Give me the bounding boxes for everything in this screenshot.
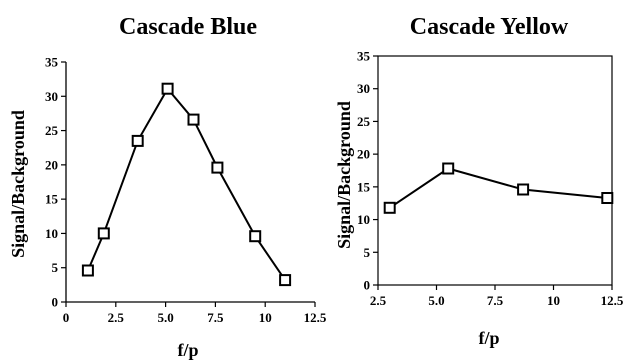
data-point [279, 274, 292, 287]
x-tick-label: 5.0 [428, 293, 444, 308]
data-point [383, 201, 396, 214]
plot-frame [377, 55, 613, 286]
x-axis-label: f/p [177, 340, 198, 360]
y-tick-label: 25 [45, 123, 59, 138]
data-point [442, 162, 455, 175]
y-axis-label: Signal/Background [8, 110, 28, 258]
y-tick-label: 30 [357, 81, 370, 96]
y-tick-label: 35 [45, 55, 59, 70]
plot-area: 0 5 10 15 20 25 30 35 2.5 5.0 7.5 10 12.5 [357, 49, 624, 309]
x-tick-label: 5.0 [157, 310, 173, 325]
y-tick-label: 15 [357, 179, 371, 194]
chart-title: Cascade Blue [119, 14, 257, 40]
y-tick-label: 10 [45, 226, 58, 241]
plot-area: 0 5 10 15 20 25 30 35 0 2.5 5.0 7.5 10 12.5 [45, 55, 327, 326]
y-tick-label: 35 [357, 49, 371, 64]
x-axis-label: f/p [478, 328, 499, 348]
y-tick-label: 25 [357, 114, 371, 129]
chart-title: Cascade Yellow [410, 14, 569, 40]
data-point [187, 113, 200, 126]
x-tick-label: 7.5 [207, 310, 224, 325]
data-point [601, 192, 614, 204]
y-tick-label: 20 [45, 157, 58, 172]
y-tick-label: 5 [52, 260, 59, 275]
x-tick-label: 10 [259, 310, 272, 325]
x-tick-label: 2.5 [370, 293, 387, 308]
y-tick-label: 0 [364, 278, 371, 293]
x-tick-label: 12.5 [304, 310, 327, 325]
data-point [249, 230, 262, 243]
y-axis-label: Signal/Background [334, 101, 354, 249]
y-tick-label: 10 [357, 212, 370, 227]
data-point [97, 227, 110, 240]
series-line [389, 167, 608, 209]
x-tick-label: 2.5 [108, 310, 125, 325]
data-point [211, 161, 224, 174]
chart-cascade-blue: Cascade Blue Signal/Background f/p 0 5 10 1… [8, 14, 327, 360]
y-tick-label: 0 [52, 295, 59, 310]
x-tick-label: 7.5 [487, 293, 504, 308]
y-tick-label: 5 [364, 245, 371, 260]
data-point [161, 82, 174, 95]
y-tick-label: 15 [45, 192, 59, 207]
series-line [86, 86, 286, 281]
chart-cascade-yellow: Cascade Yellow Signal/Background f/p 0 5 1… [334, 14, 624, 348]
x-tick-label: 0 [63, 310, 70, 325]
data-point [517, 183, 530, 196]
data-point [131, 134, 144, 147]
x-tick-label: 12.5 [601, 293, 624, 308]
data-point [81, 264, 94, 277]
y-tick-label: 30 [45, 89, 58, 104]
x-tick-label: 10 [547, 293, 560, 308]
y-tick-label: 20 [357, 147, 370, 162]
